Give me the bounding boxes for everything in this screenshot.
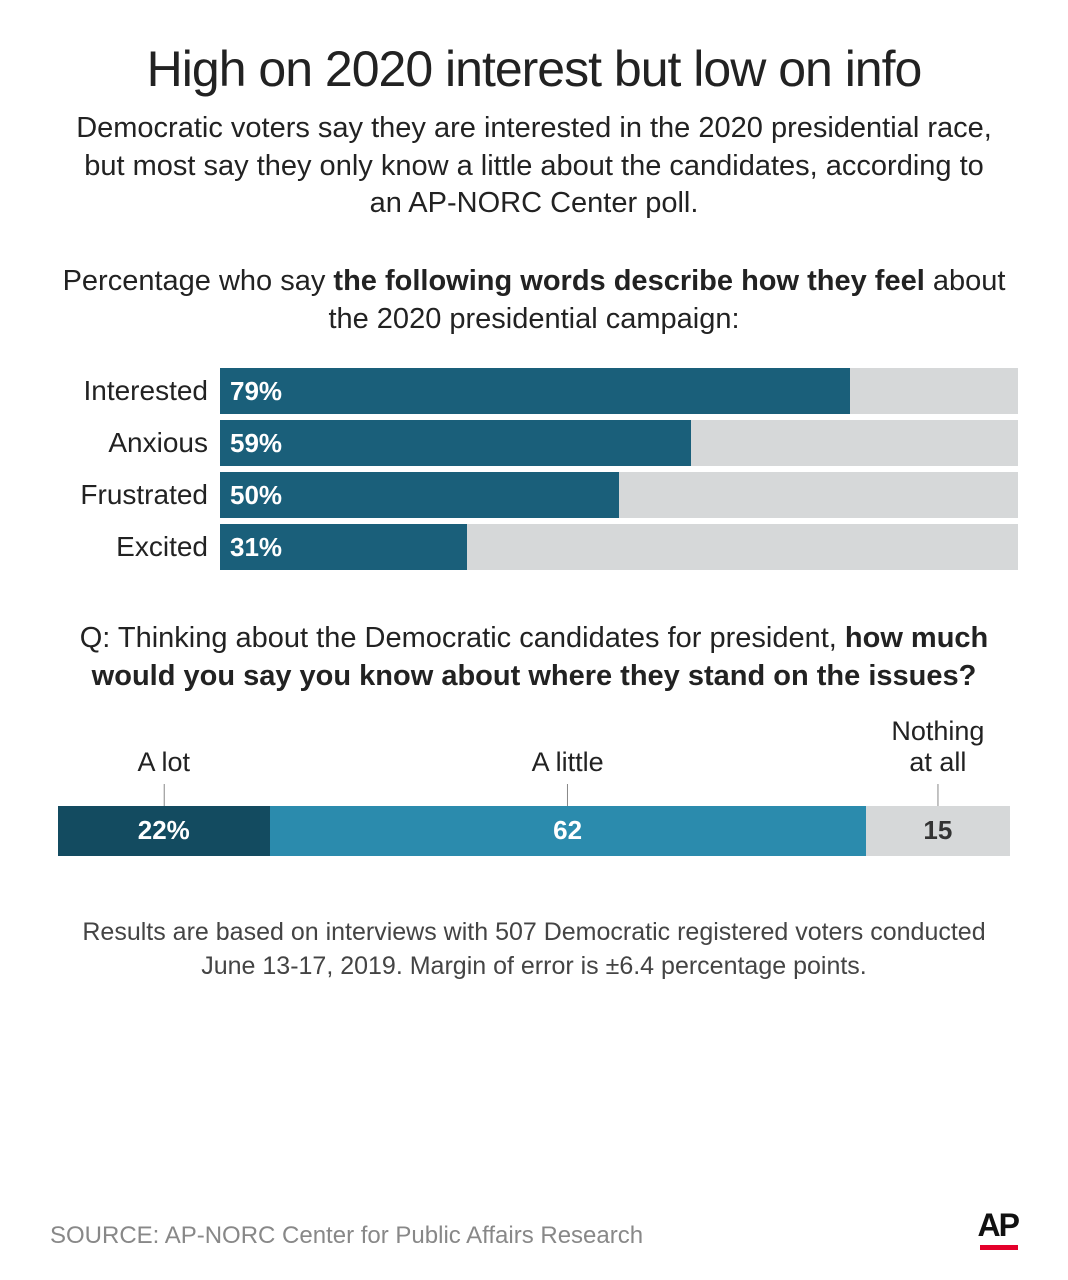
bar-row: Excited 31% — [50, 524, 1018, 570]
bar-label: Anxious — [50, 427, 220, 459]
stacked-labels: A lotA littleNothingat all — [58, 726, 1010, 806]
stacked-label: A lot — [137, 747, 190, 806]
bar-track: 50% — [220, 472, 1018, 518]
tick-line — [937, 784, 938, 806]
knowledge-stacked-chart: A lotA littleNothingat all 22%6215 — [50, 726, 1018, 856]
section1-intro: Percentage who say the following words d… — [50, 263, 1018, 338]
infographic-container: High on 2020 interest but low on info De… — [0, 0, 1068, 1280]
section2-intro-part1: Q: Thinking about the Democratic candida… — [80, 622, 845, 654]
tick-line — [567, 784, 568, 806]
bar-track: 59% — [220, 420, 1018, 466]
bar-value: 79% — [230, 376, 282, 407]
section2-intro: Q: Thinking about the Democratic candida… — [50, 620, 1018, 695]
section1-intro-bold: the following words describe how they fe… — [333, 265, 924, 297]
stacked-segment: 15 — [866, 806, 1010, 856]
bar-row: Anxious 59% — [50, 420, 1018, 466]
bar-fill: 79% — [220, 368, 850, 414]
bar-fill: 50% — [220, 472, 619, 518]
bar-track: 31% — [220, 524, 1018, 570]
bar-label: Excited — [50, 531, 220, 563]
bar-row: Interested 79% — [50, 368, 1018, 414]
main-title: High on 2020 interest but low on info — [50, 40, 1018, 98]
tick-line — [163, 784, 164, 806]
stacked-bar: 22%6215 — [58, 806, 1010, 856]
stacked-label: A little — [532, 747, 604, 806]
bar-value: 59% — [230, 428, 282, 459]
ap-logo: AP — [978, 1207, 1018, 1250]
footer: SOURCE: AP-NORC Center for Public Affair… — [50, 1207, 1018, 1250]
feelings-bar-chart: Interested 79% Anxious 59% Frustrated 50% Exci… — [50, 368, 1018, 570]
source-credit: SOURCE: AP-NORC Center for Public Affair… — [50, 1222, 643, 1250]
stacked-segment: 22% — [58, 806, 270, 856]
stacked-label: Nothingat all — [891, 716, 984, 806]
stacked-segment: 62 — [270, 806, 866, 856]
bar-fill: 59% — [220, 420, 691, 466]
bar-label: Interested — [50, 375, 220, 407]
bar-fill: 31% — [220, 524, 467, 570]
methodology-footnote: Results are based on interviews with 507… — [50, 916, 1018, 984]
subtitle: Democratic voters say they are intereste… — [50, 110, 1018, 223]
bar-label: Frustrated — [50, 479, 220, 511]
bar-row: Frustrated 50% — [50, 472, 1018, 518]
bar-value: 31% — [230, 532, 282, 563]
section1-intro-part1: Percentage who say — [63, 265, 334, 297]
bar-track: 79% — [220, 368, 1018, 414]
bar-value: 50% — [230, 480, 282, 511]
